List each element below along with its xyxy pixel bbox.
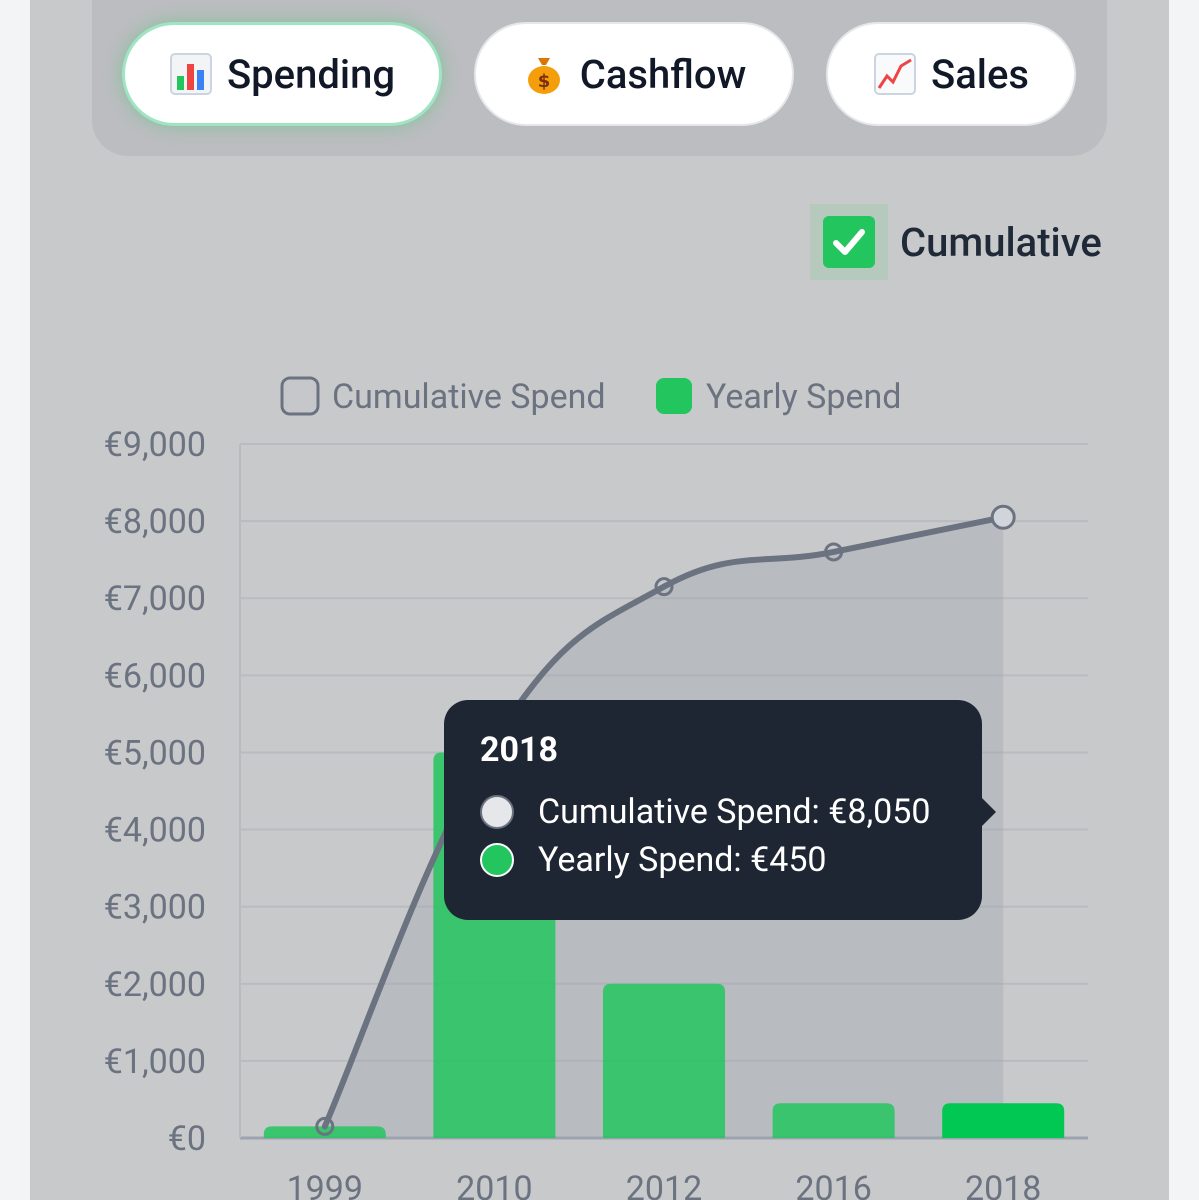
tooltip-text-cumulative: Cumulative Spend: €8,050	[538, 792, 931, 832]
tooltip-swatch-cumulative	[480, 795, 514, 829]
cumulative-point-2018	[990, 504, 1016, 530]
cumulative-point-1999	[315, 1116, 335, 1136]
x-tick-label: 2018	[965, 1169, 1041, 1200]
y-tick-label: €2,000	[104, 965, 206, 1005]
check-icon	[833, 229, 865, 255]
legend-label-cumulative[interactable]: Cumulative Spend	[332, 377, 606, 417]
legend-swatch-cumulative[interactable]	[280, 376, 320, 416]
chart-legend: Cumulative Spend Yearly Spend	[280, 376, 901, 417]
chart-tab-bar: Spending $ Cashflow Sales	[92, 0, 1107, 156]
chart-tooltip: 2018 Cumulative Spend: €8,050 Yearly Spe…	[444, 700, 996, 920]
tooltip-row-cumulative: Cumulative Spend: €8,050	[480, 788, 982, 836]
cumulative-point-2016	[824, 542, 844, 562]
svg-text:$: $	[537, 71, 550, 92]
x-axis-ticks: 1999 2010 2012 2016 2018	[287, 1169, 1042, 1200]
legend-label-yearly[interactable]: Yearly Spend	[706, 377, 901, 417]
cumulative-line-path	[321, 514, 1007, 1130]
y-tick-label: €0	[168, 1119, 206, 1159]
bar-yearly-2012	[603, 983, 725, 1138]
x-tick-label: 2016	[795, 1169, 871, 1200]
tab-spending-label: Spending	[226, 50, 396, 98]
bar-yearly-2016	[772, 1103, 895, 1138]
tooltip-title: 2018	[480, 730, 559, 770]
money-bag-icon: $	[527, 58, 560, 94]
tab-sales-label: Sales	[931, 50, 1029, 98]
y-tick-label: €1,000	[104, 1042, 206, 1082]
tooltip-row-yearly: Yearly Spend: €450	[480, 836, 982, 884]
tooltip-swatch-yearly	[480, 843, 514, 877]
y-tick-label: €7,000	[104, 579, 206, 619]
tab-sales[interactable]: Sales	[826, 22, 1076, 126]
x-tick-label: 1999	[287, 1169, 363, 1200]
cumulative-checkbox[interactable]	[810, 204, 888, 280]
tab-cashflow-label: Cashflow	[579, 50, 747, 98]
y-tick-label: €3,000	[104, 888, 206, 928]
y-tick-label: €8,000	[104, 502, 206, 542]
bar-yearly-2018	[942, 1103, 1065, 1138]
legend-swatch-yearly[interactable]	[656, 378, 692, 414]
tab-spending[interactable]: Spending	[122, 22, 442, 126]
y-tick-label: €9,000	[104, 425, 206, 465]
y-tick-label: €4,000	[104, 811, 206, 851]
y-tick-label: €5,000	[104, 733, 206, 773]
x-tick-label: 2010	[456, 1169, 532, 1200]
bar-yearly-1999	[263, 1126, 386, 1138]
y-tick-label: €6,000	[104, 656, 206, 696]
y-axis-ticks: €0 €1,000 €2,000 €3,000 €4,000 €5,000 €6,000 €7…	[104, 425, 206, 1159]
bar-chart-icon	[169, 53, 212, 95]
tooltip-text-yearly: Yearly Spend: €450	[538, 840, 827, 880]
cumulative-label: Cumulative	[900, 218, 1102, 266]
tab-cashflow[interactable]: $ Cashflow	[474, 22, 794, 126]
chart-panel	[30, 0, 1169, 1200]
x-tick-label: 2012	[626, 1169, 702, 1200]
cumulative-point-2012	[654, 577, 674, 597]
trend-up-icon	[874, 53, 916, 95]
cumulative-toggle[interactable]: Cumulative	[810, 204, 1102, 280]
